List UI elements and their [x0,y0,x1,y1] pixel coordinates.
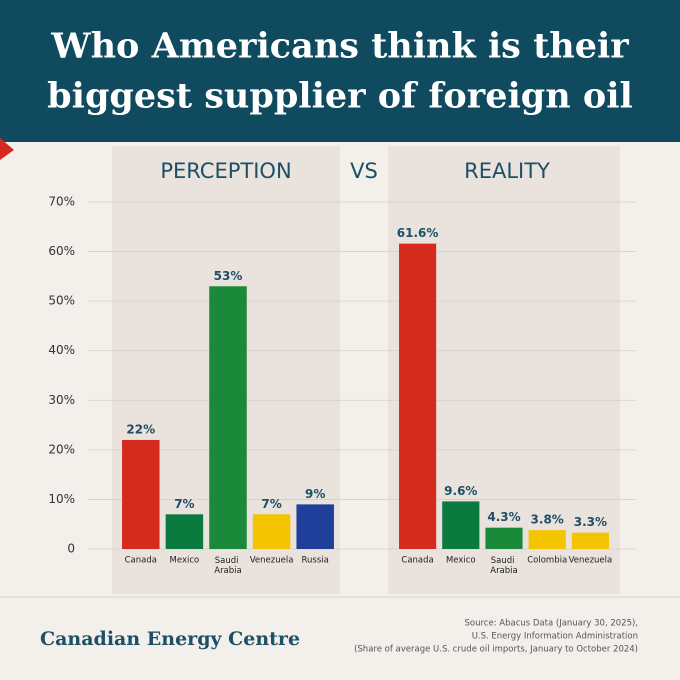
y-tick-label: 40% [48,343,75,357]
x-tick-label: Mexico [170,556,200,566]
bars: 22% Canada 7% Mexico 53% Saudi Arabia 7% Venezu… [122,226,613,576]
bar [209,286,247,549]
bar [485,527,523,549]
source: U.S. Energy Information Administration [472,632,638,642]
panel-title: REALITY [464,159,550,183]
title-line: Who Americans think is their [50,26,629,67]
x-tick-label: Saudi Arabia [490,556,517,576]
value-label: 53% [214,269,243,283]
value-label: 22% [126,422,155,436]
source: (Share of average U.S. crude oil imports… [354,645,638,655]
title-line: biggest supplier of foreign oil [47,76,633,117]
source: Source: Abacus Data (January 30, 2025), [465,619,638,629]
y-tick-label: 0 [67,542,75,556]
value-label: 9% [305,487,325,501]
value-label: 7% [261,497,281,511]
bar [571,532,609,549]
y-tick-label: 30% [48,393,75,407]
bar [122,439,160,549]
brand: Canadian Energy Centre [40,628,300,650]
y-tick-label: 20% [48,442,75,456]
y-tick-label: 50% [48,294,75,308]
value-label: 7% [174,497,194,511]
x-tick-label: Saudi Arabia [214,556,241,576]
bar [252,514,291,549]
x-tick-label: Russia [302,556,329,566]
x-tick-label: Venezuela [250,556,294,566]
bar [528,530,566,549]
x-tick-label: Canada [125,556,157,566]
bar [399,243,437,549]
bar [442,501,480,549]
x-tick-label: Canada [401,556,433,566]
bar [165,514,204,549]
panel-title: PERCEPTION [160,159,291,183]
y-tick-label: 10% [48,492,75,506]
x-tick-label: Venezuela [569,556,613,566]
value-label: 61.6% [397,226,439,240]
y-tick-label: 70% [48,195,75,209]
x-tick-label: Mexico [446,556,476,566]
bar [296,504,334,549]
header [0,0,680,142]
accent [0,138,14,160]
y-tick-label: 60% [48,244,75,258]
vs-label: VS [350,159,378,183]
x-tick-label: Colombia [527,556,567,566]
value-label: 4.3% [487,510,520,524]
value-label: 3.8% [531,513,564,527]
value-label: 3.3% [574,515,607,529]
value-label: 9.6% [444,484,477,498]
grid: 0 10% 20% 30% 40% 50% 60% 70% [48,195,636,556]
